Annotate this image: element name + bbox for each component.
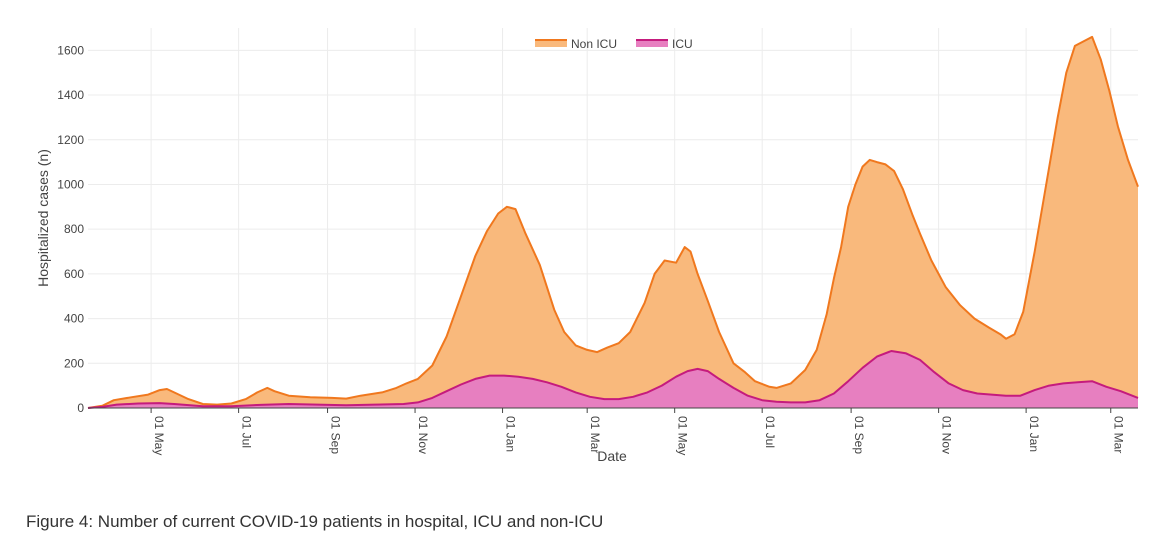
chart-canvas: 0 200 400 600 800 1000 1200 1400 1600 01 May 01 J… [35,28,1139,464]
y-axis-title: Hospitalized cases (n) [35,149,51,287]
x-tick-label: 01 Jan [504,416,518,452]
legend: Non ICU ICU [535,37,693,51]
y-tick-label: 400 [64,312,84,326]
x-tick-label: 01 Mar [1112,416,1126,453]
x-axis-ticks: 01 May 01 Jul 01 Sep 01 Nov 01 Jan 01 Mar 01 M… [150,408,1126,455]
y-tick-label: 1000 [57,177,84,191]
y-tick-label: 1200 [57,133,84,147]
area-fill-non-icu [88,36,1138,409]
y-tick-label: 600 [64,267,84,281]
x-tick-label: 01 Nov [940,416,954,454]
x-tick-label: 01 May [676,416,690,455]
x-tick-label: 01 Sep [329,416,343,454]
y-tick-label: 200 [64,356,84,370]
y-tick-label: 1400 [57,88,84,102]
x-tick-label: 01 Jan [1027,416,1041,452]
x-tick-label: 01 Nov [416,416,430,454]
x-tick-label: 01 May [152,416,166,455]
x-tick-label: 01 Jul [240,416,254,448]
x-tick-label: 01 Sep [852,416,866,454]
x-tick-label: 01 Jul [763,416,777,448]
areas [87,35,1139,409]
y-tick-label: 1600 [57,43,84,57]
legend-swatch-icu [636,40,668,47]
legend-label-non-icu: Non ICU [571,37,617,51]
y-tick-label: 800 [64,222,84,236]
x-axis-title: Date [597,448,627,464]
series-line-icu [87,350,1139,409]
legend-label-icu: ICU [672,37,693,51]
figure-caption: Figure 4: Number of current COVID-19 pat… [26,512,604,531]
series-line-non-icu [87,35,1139,409]
y-tick-label: 0 [77,401,84,415]
area-fill-icu [88,351,1138,408]
x-tick-label: 01 Mar [588,416,602,453]
legend-swatch-non-icu [535,40,567,47]
y-axis-ticks: 0 200 400 600 800 1000 1200 1400 1600 [57,43,84,415]
